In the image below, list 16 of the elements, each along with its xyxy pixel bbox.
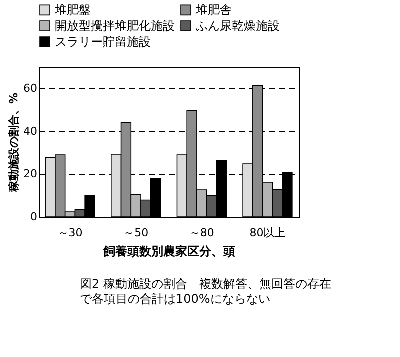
x-axis-title: 飼養頭数別農家区分、頭 (102, 244, 236, 258)
legend-label: スラリー貯留施設 (55, 35, 151, 49)
x-tick-label: 80以上 (250, 226, 286, 240)
y-tick-label: 60 (24, 82, 38, 95)
legend-label: 堆肥舎 (195, 3, 232, 18)
x-tick-label: ～80 (189, 226, 214, 240)
legend-label: 開放型攪拌堆肥化施設 (55, 19, 175, 33)
x-tick-label: ～30 (58, 226, 83, 240)
y-tick-label: 20 (24, 168, 38, 181)
y-axis-title: 稼動施設の割合、% (8, 92, 21, 194)
caption: 図2 稼動施設の割合 複数解答、無回答の存在で各項目の合計は100%にならない (80, 277, 332, 307)
legend-label: 堆肥盤 (54, 3, 91, 18)
y-tick-label: 0 (30, 210, 38, 224)
x-tick-label: ～50 (124, 226, 149, 240)
y-tick-label: 40 (24, 124, 38, 138)
legend-label: ふん尿乾燥施設 (195, 19, 280, 33)
